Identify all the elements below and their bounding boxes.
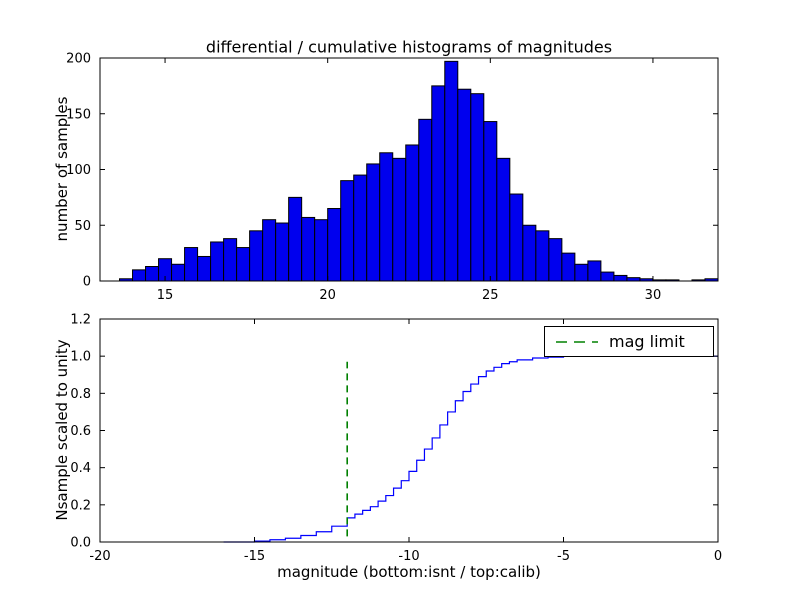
svg-text:0.2: 0.2 [70,498,91,513]
svg-text:1.0: 1.0 [70,350,91,365]
svg-text:150: 150 [66,107,91,122]
svg-text:0.8: 0.8 [70,387,91,402]
svg-text:0.6: 0.6 [70,424,91,439]
svg-text:15: 15 [157,288,174,303]
svg-text:0: 0 [714,549,722,564]
histogram-bars [119,60,719,282]
svg-text:-20: -20 [89,549,110,564]
cumulative-line [223,355,718,543]
svg-text:-5: -5 [557,549,570,564]
chart-title: differential / cumulative histograms of … [205,37,613,57]
svg-text:20: 20 [319,288,336,303]
svg-text:30: 30 [645,288,662,303]
svg-text:0.0: 0.0 [70,536,91,551]
svg-text:50: 50 [74,219,91,234]
bottom-ylabel: Nsample scaled to unity [53,339,71,521]
top-ylabel: number of samples [53,96,71,242]
legend-dash-icon [556,340,598,343]
legend-label: mag limit [609,332,685,351]
bottom-axes: -20 -15 -10 -5 0 0.0 0.2 0.4 0.6 0.8 1.0 1.2 [70,313,722,565]
top-axes: 15 20 25 30 0 50 100 150 200 [66,52,719,303]
svg-text:200: 200 [66,52,91,67]
svg-text:0: 0 [83,275,91,290]
svg-text:-15: -15 [244,549,265,564]
svg-text:100: 100 [66,163,91,178]
legend: mag limit [544,326,714,357]
svg-text:0.4: 0.4 [70,461,91,476]
svg-text:25: 25 [482,288,499,303]
x-axis-label: magnitude (bottom:isnt / top:calib) [277,563,541,581]
svg-text:1.2: 1.2 [70,313,91,328]
svg-text:-10: -10 [398,549,419,564]
